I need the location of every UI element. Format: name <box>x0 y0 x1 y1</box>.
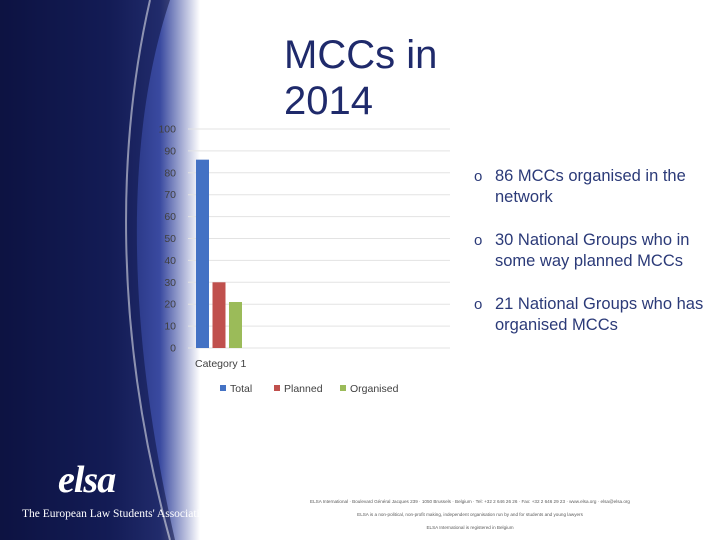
y-tick-label: 0 <box>170 343 176 355</box>
bar-organised <box>229 302 242 348</box>
bullet-list: o 86 MCCs organised in the network o 30 … <box>474 166 714 358</box>
logo-wordmark: elsa <box>58 459 116 501</box>
y-tick-label: 20 <box>164 299 176 311</box>
bullet-text: 21 National Groups who has organised MCC… <box>495 295 704 334</box>
bullet-marker: o <box>474 296 483 313</box>
bullet-item: o 30 National Groups who in some way pla… <box>474 230 714 272</box>
legend-swatch <box>220 385 226 391</box>
footer-line: ELSA is a non-political, non-profit maki… <box>357 512 583 517</box>
bullet-text: 30 National Groups who in some way plann… <box>495 231 690 270</box>
bullet-item: o 21 National Groups who has organised M… <box>474 294 714 336</box>
y-tick-label: 100 <box>158 124 176 136</box>
slide-title: MCCs in 2014 <box>284 33 438 123</box>
bullet-text: 86 MCCs organised in the network <box>495 167 686 206</box>
y-tick-label: 10 <box>164 321 176 333</box>
y-tick-label: 30 <box>164 277 176 289</box>
bar-planned <box>212 282 226 348</box>
y-tick-label: 70 <box>164 189 176 201</box>
footer-line: ELSA International · Boulevard Général J… <box>310 499 630 504</box>
footer-line: ELSA International is registered in Belg… <box>426 525 514 530</box>
footer: ELSA International · Boulevard Général J… <box>255 495 685 534</box>
y-tick-label: 90 <box>164 145 176 157</box>
bullet-marker: o <box>474 168 483 185</box>
legend-label: Organised <box>350 383 399 395</box>
elsa-logo: elsa The European Law Students' Associat… <box>18 458 211 528</box>
bullet-item: o 86 MCCs organised in the network <box>474 166 714 208</box>
legend-swatch <box>274 385 280 391</box>
y-tick-label: 50 <box>164 233 176 245</box>
y-tick-label: 60 <box>164 211 176 223</box>
x-tick-label: Category 1 <box>195 358 247 370</box>
y-tick-label: 40 <box>164 255 176 267</box>
legend-label: Total <box>230 383 252 395</box>
bullet-marker: o <box>474 232 483 249</box>
legend-label: Planned <box>284 383 323 395</box>
y-tick-label: 80 <box>164 167 176 179</box>
mccs-bar-chart: 0 10 20 30 40 50 60 70 80 90 100 Category 1 Total Pla… <box>158 124 450 395</box>
logo-subtitle: The European Law Students' Association <box>22 508 212 520</box>
bar-total <box>196 159 209 348</box>
legend-swatch <box>340 385 346 391</box>
